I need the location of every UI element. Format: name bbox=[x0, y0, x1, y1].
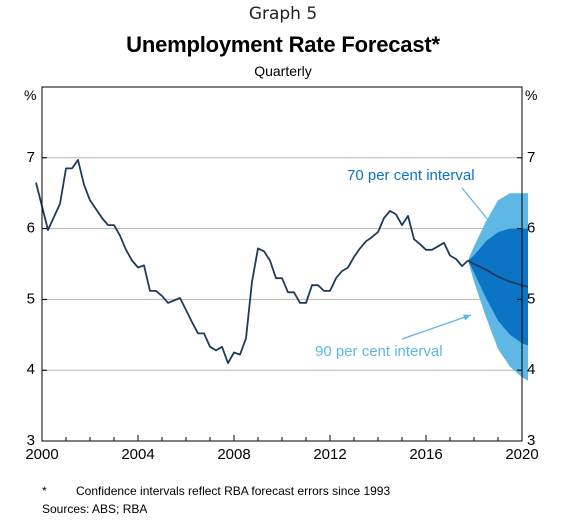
x-tick-label: 2020 bbox=[505, 446, 538, 463]
footnote: * Confidence intervals reflect RBA foreca… bbox=[42, 484, 390, 498]
y-tick-label-left: 3 bbox=[27, 432, 35, 449]
annotation-70-interval: 70 per cent interval bbox=[347, 167, 475, 184]
axis-ticks: 3 3 4 4 5 5 6 6 7 7% % 2000 2004 2008 2012 2016 2020 bbox=[24, 87, 539, 463]
graph-number: Graph 5 bbox=[248, 4, 318, 24]
footnote-marker: * bbox=[42, 484, 47, 498]
sources-note: Sources: ABS; RBA bbox=[42, 502, 148, 516]
annotation-70-arrow bbox=[461, 187, 494, 227]
y-unit-right: % bbox=[525, 87, 537, 103]
y-tick-label-left: 6 bbox=[27, 220, 35, 237]
annotation-90-arrow bbox=[401, 314, 472, 340]
y-unit-left: % bbox=[24, 87, 36, 103]
y-tick-label-right: 5 bbox=[527, 290, 535, 307]
y-tick-label-left: 4 bbox=[27, 361, 35, 378]
footnote-text: Confidence intervals reflect RBA forecas… bbox=[76, 484, 391, 498]
y-tick-label-right: 6 bbox=[527, 220, 535, 237]
chart-subtitle: Quarterly bbox=[254, 63, 312, 79]
annotation-70-arrow-head bbox=[485, 218, 493, 226]
annotation-90-interval: 90 per cent interval bbox=[315, 343, 443, 360]
interval-70-band bbox=[468, 228, 528, 346]
actual-series-line bbox=[35, 158, 469, 365]
y-tick-label-right: 3 bbox=[527, 432, 535, 449]
x-tick-label: 2000 bbox=[25, 446, 58, 463]
forecast-bands bbox=[468, 193, 528, 381]
x-tick-label: 2016 bbox=[409, 446, 442, 463]
y-tick-label-right: 7 bbox=[527, 149, 535, 166]
chart-title: Unemployment Rate Forecast* bbox=[126, 32, 440, 57]
x-tick-label: 2004 bbox=[121, 446, 154, 463]
annotation-90-arrow-head bbox=[463, 314, 471, 321]
x-tick-label: 2008 bbox=[217, 446, 250, 463]
plot-frame bbox=[41, 86, 523, 442]
y-tick-label-left: 5 bbox=[27, 290, 35, 307]
x-tick-label: 2012 bbox=[313, 446, 346, 463]
series-lines bbox=[35, 158, 529, 365]
y-tick-label-left: 7 bbox=[27, 149, 35, 166]
y-tick-label-right: 4 bbox=[527, 361, 535, 378]
annotations: 70 per cent interval 90 per cent interval bbox=[315, 167, 494, 360]
gridlines bbox=[42, 157, 522, 371]
